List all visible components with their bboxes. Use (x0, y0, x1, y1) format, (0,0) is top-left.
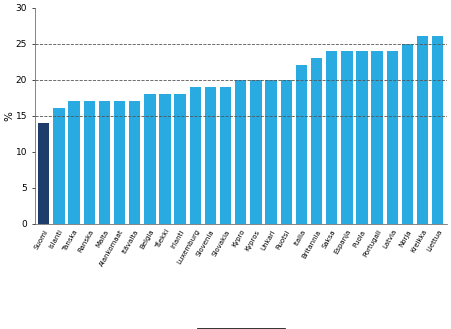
Bar (250, 80, 262, 224)
Bar (114, 101, 125, 224)
Bar (38, 123, 50, 224)
Bar (387, 51, 398, 224)
Bar (265, 80, 277, 224)
Bar (220, 87, 231, 224)
Bar (311, 58, 322, 224)
Legend: Köyhyysvaje %: Köyhyysvaje % (197, 328, 285, 329)
Bar (432, 37, 443, 224)
Bar (175, 94, 186, 224)
Bar (281, 80, 292, 224)
Bar (69, 101, 80, 224)
Bar (99, 101, 110, 224)
Bar (205, 87, 216, 224)
Bar (326, 51, 337, 224)
Y-axis label: %: % (4, 111, 14, 121)
Bar (159, 94, 170, 224)
Bar (235, 80, 246, 224)
Bar (356, 51, 368, 224)
Bar (296, 65, 307, 224)
Bar (402, 44, 413, 224)
Bar (372, 51, 383, 224)
Bar (129, 101, 140, 224)
Bar (417, 37, 428, 224)
Bar (83, 101, 95, 224)
Bar (53, 109, 64, 224)
Bar (144, 94, 156, 224)
Bar (341, 51, 353, 224)
Bar (189, 87, 201, 224)
